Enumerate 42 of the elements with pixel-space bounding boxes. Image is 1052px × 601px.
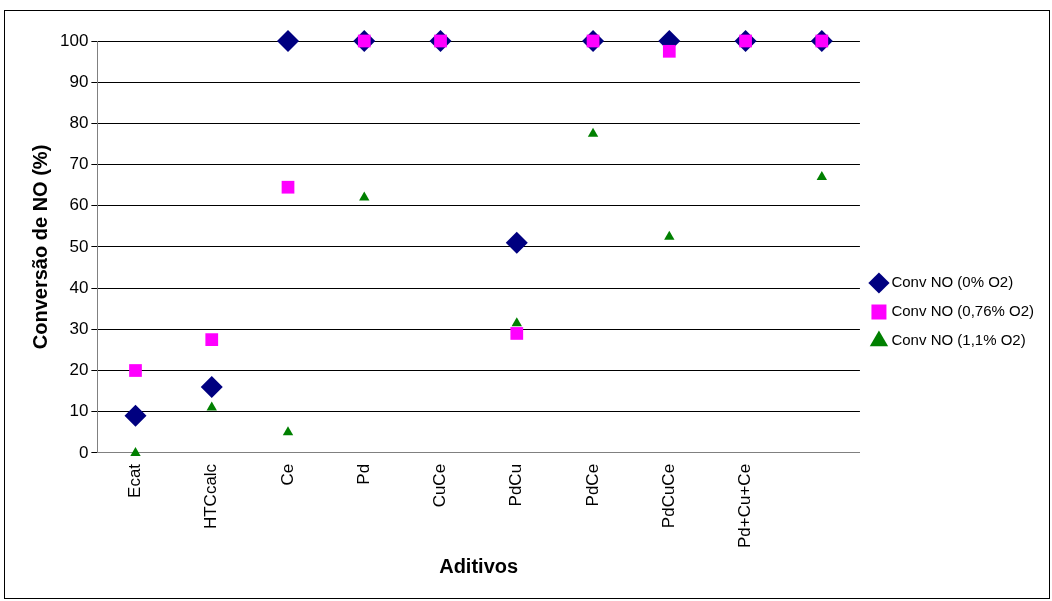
point [124, 404, 147, 427]
y-tick-label: 50 [69, 236, 89, 256]
x-tick-label: PdCe [582, 463, 602, 507]
point [662, 44, 676, 58]
point [359, 191, 370, 201]
y-axis-title: Conversão de NO (%) [28, 144, 51, 350]
y-tick-label: 100 [59, 30, 89, 50]
point [281, 180, 295, 194]
x-tick-label: PdCuCe [658, 463, 678, 529]
point [587, 127, 599, 137]
x-tick-label: PdCu [506, 463, 526, 507]
y-tick-label: 70 [69, 154, 89, 174]
y-tick-label: 10 [69, 401, 89, 421]
point [205, 333, 219, 346]
y-tick-label: 20 [69, 360, 89, 380]
y-tick-label: 40 [69, 277, 89, 297]
x-tick-label: CuCe [430, 463, 450, 508]
point [505, 231, 528, 254]
x-tick-label: Pd [353, 463, 373, 485]
point [130, 446, 141, 456]
y-tick-label: 90 [69, 71, 89, 91]
x-tick-label: Ecat [125, 463, 145, 498]
point [206, 401, 217, 411]
x-axis-title: Aditivos [439, 554, 519, 577]
legend-label: Conv NO (0% O2) [891, 273, 1014, 291]
y-tick-label: 80 [69, 113, 89, 133]
point [664, 230, 675, 240]
x-tick-label: HTCcalc [201, 463, 221, 530]
point [129, 364, 142, 377]
y-tick-label: 0 [78, 442, 89, 462]
x-tick-label: Pd+Cu+Ce [735, 463, 755, 549]
point [282, 426, 294, 436]
y-tick-label: 30 [69, 319, 89, 339]
y-tick-label: 60 [69, 195, 89, 215]
point [200, 375, 223, 398]
legend-label: Conv NO (1,1% O2) [891, 331, 1026, 349]
point [816, 170, 828, 180]
point [277, 30, 300, 52]
point [511, 317, 522, 327]
point [510, 327, 524, 340]
legend-label: Conv NO (0,76% O2) [891, 302, 1035, 320]
x-tick-label: Ce [277, 463, 297, 486]
